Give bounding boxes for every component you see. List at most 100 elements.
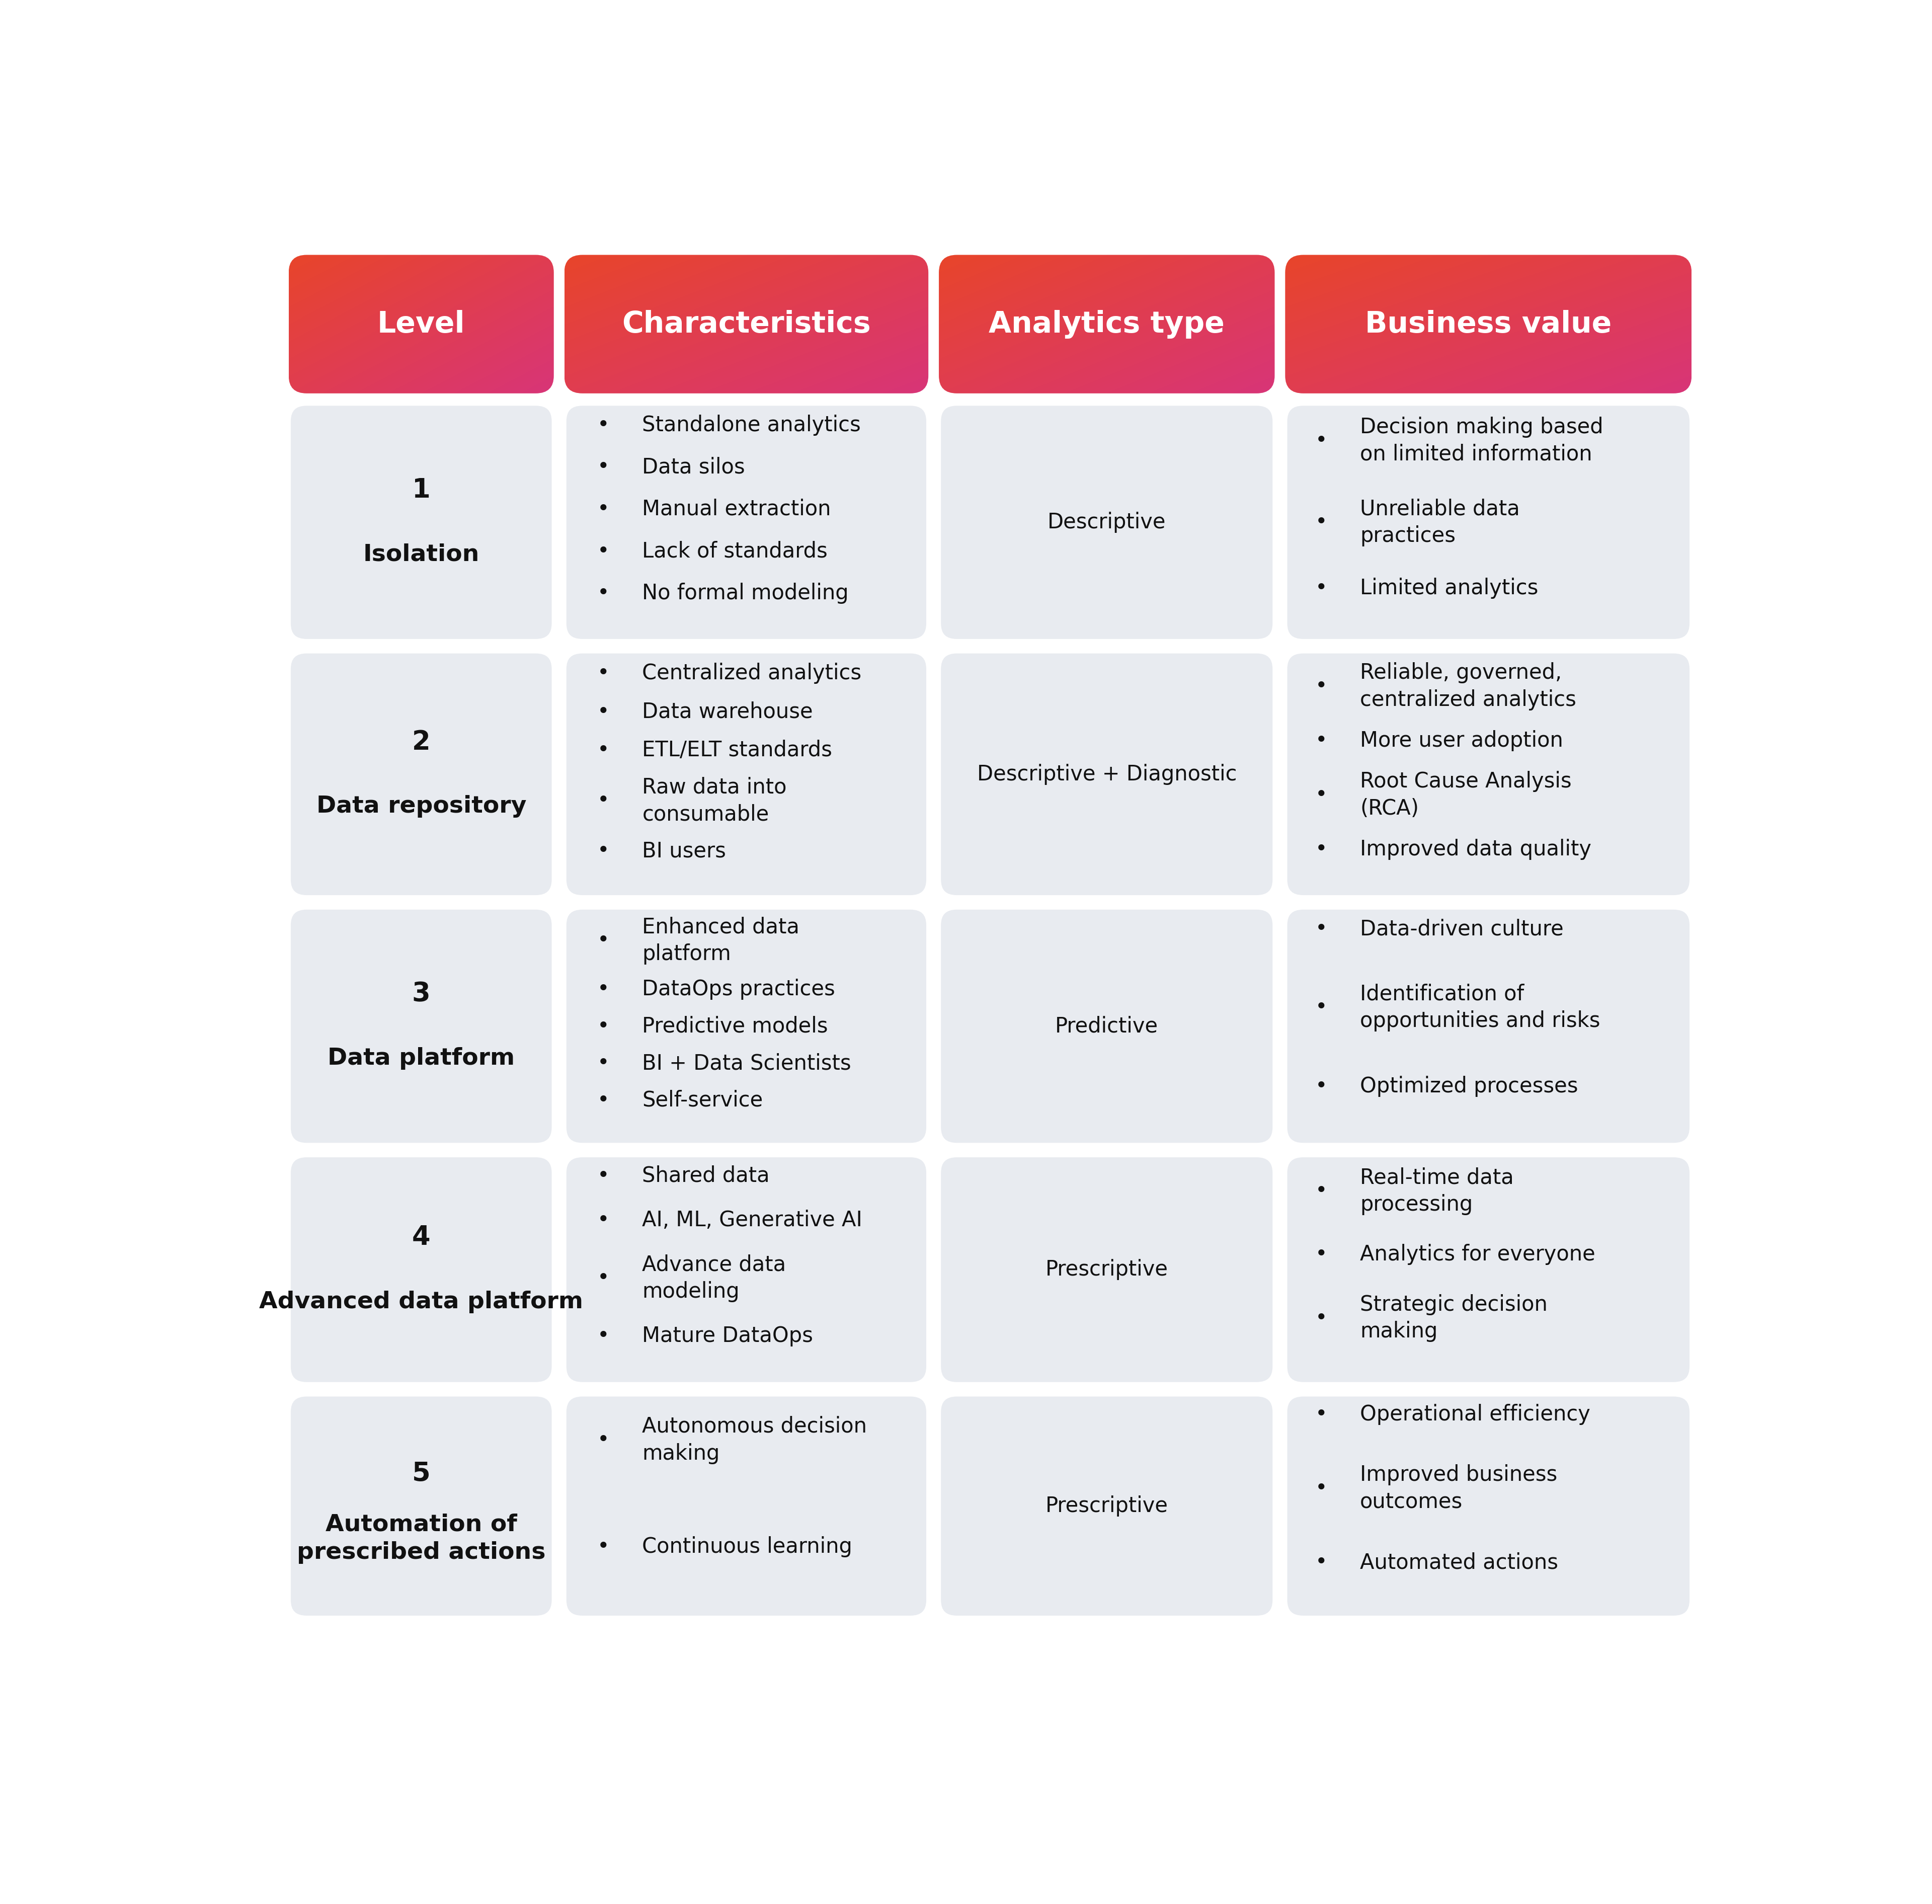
FancyBboxPatch shape <box>1285 651 1692 897</box>
Text: Optimized processes: Optimized processes <box>1360 1076 1578 1097</box>
Text: Standalone analytics: Standalone analytics <box>641 415 862 436</box>
Text: •: • <box>597 1268 611 1289</box>
Text: Mature DataOps: Mature DataOps <box>641 1325 813 1346</box>
Text: ETL/ELT standards: ETL/ELT standards <box>641 741 833 762</box>
Text: Data platform: Data platform <box>328 1047 514 1070</box>
Text: Predictive models: Predictive models <box>641 1015 829 1038</box>
Text: 1: 1 <box>412 478 431 503</box>
Text: Automation of
prescribed actions: Automation of prescribed actions <box>298 1514 545 1563</box>
Text: •: • <box>597 1015 611 1038</box>
Text: 4: 4 <box>412 1224 431 1251</box>
FancyBboxPatch shape <box>564 651 929 897</box>
FancyBboxPatch shape <box>939 651 1275 897</box>
Text: •: • <box>597 663 611 684</box>
Text: •: • <box>597 1053 611 1074</box>
Text: •: • <box>1316 1243 1327 1264</box>
FancyBboxPatch shape <box>939 1156 1275 1384</box>
Text: Analytics type: Analytics type <box>989 310 1225 339</box>
Text: Autonomous decision
making: Autonomous decision making <box>641 1417 867 1464</box>
Text: 3: 3 <box>412 981 431 1007</box>
Text: Data warehouse: Data warehouse <box>641 701 813 722</box>
Text: •: • <box>597 979 611 1000</box>
FancyBboxPatch shape <box>939 404 1275 642</box>
Text: Decision making based
on limited information: Decision making based on limited informa… <box>1360 417 1604 465</box>
Text: Analytics for everyone: Analytics for everyone <box>1360 1243 1596 1264</box>
Text: Manual extraction: Manual extraction <box>641 499 831 520</box>
Text: Shared data: Shared data <box>641 1165 769 1186</box>
FancyBboxPatch shape <box>564 908 929 1144</box>
FancyBboxPatch shape <box>939 1394 1275 1618</box>
Text: AI, ML, Generative AI: AI, ML, Generative AI <box>641 1209 862 1230</box>
Text: Unreliable data
practices: Unreliable data practices <box>1360 499 1520 546</box>
Text: •: • <box>597 840 611 863</box>
Text: Characteristics: Characteristics <box>622 310 871 339</box>
FancyBboxPatch shape <box>564 1156 929 1384</box>
FancyBboxPatch shape <box>939 255 1275 394</box>
Text: •: • <box>597 1165 611 1186</box>
Text: BI users: BI users <box>641 840 726 863</box>
Text: Data silos: Data silos <box>641 457 746 478</box>
Text: •: • <box>1316 577 1327 600</box>
Text: No formal modeling: No formal modeling <box>641 583 848 604</box>
Text: Improved business
outcomes: Improved business outcomes <box>1360 1464 1557 1512</box>
Text: Prescriptive: Prescriptive <box>1045 1495 1169 1517</box>
Text: Advance data
modeling: Advance data modeling <box>641 1255 786 1302</box>
FancyBboxPatch shape <box>288 1394 554 1618</box>
Text: •: • <box>597 1537 611 1557</box>
Text: •: • <box>1316 1403 1327 1424</box>
Text: Advanced data platform: Advanced data platform <box>259 1291 583 1314</box>
Text: •: • <box>1316 676 1327 697</box>
Text: •: • <box>597 457 611 478</box>
FancyBboxPatch shape <box>1285 1394 1692 1618</box>
Text: •: • <box>597 499 611 520</box>
Text: •: • <box>1316 1308 1327 1329</box>
FancyBboxPatch shape <box>564 1394 929 1618</box>
FancyBboxPatch shape <box>1285 1156 1692 1384</box>
Text: Business value: Business value <box>1366 310 1611 339</box>
Text: Raw data into
consumable: Raw data into consumable <box>641 777 786 824</box>
Text: •: • <box>1316 998 1327 1019</box>
Text: Prescriptive: Prescriptive <box>1045 1259 1169 1279</box>
FancyBboxPatch shape <box>288 255 554 394</box>
Text: •: • <box>1316 430 1327 451</box>
Text: Automated actions: Automated actions <box>1360 1552 1559 1573</box>
Text: •: • <box>1316 1478 1327 1498</box>
Text: •: • <box>1316 729 1327 752</box>
Text: Predictive: Predictive <box>1055 1015 1159 1038</box>
Text: Data repository: Data repository <box>317 796 526 819</box>
FancyBboxPatch shape <box>1285 404 1692 642</box>
FancyBboxPatch shape <box>564 404 929 642</box>
Text: •: • <box>597 790 611 811</box>
Text: •: • <box>597 1430 611 1451</box>
FancyBboxPatch shape <box>1285 908 1692 1144</box>
Text: BI + Data Scientists: BI + Data Scientists <box>641 1053 852 1074</box>
Text: •: • <box>1316 512 1327 533</box>
Text: Limited analytics: Limited analytics <box>1360 577 1538 600</box>
Text: Real-time data
processing: Real-time data processing <box>1360 1167 1515 1215</box>
Text: •: • <box>597 1209 611 1230</box>
FancyBboxPatch shape <box>1285 255 1692 394</box>
Text: 5: 5 <box>412 1460 431 1487</box>
Text: Data-driven culture: Data-driven culture <box>1360 918 1563 939</box>
Text: Isolation: Isolation <box>363 543 479 565</box>
Text: •: • <box>597 929 611 950</box>
Text: •: • <box>1316 838 1327 861</box>
Text: •: • <box>597 701 611 722</box>
Text: More user adoption: More user adoption <box>1360 729 1563 752</box>
Text: •: • <box>1316 1552 1327 1573</box>
FancyBboxPatch shape <box>939 908 1275 1144</box>
Text: •: • <box>1316 918 1327 939</box>
Text: Descriptive: Descriptive <box>1047 512 1167 533</box>
Text: Enhanced data
platform: Enhanced data platform <box>641 916 800 965</box>
Text: Self-service: Self-service <box>641 1089 763 1110</box>
Text: DataOps practices: DataOps practices <box>641 979 835 1000</box>
Text: •: • <box>1316 1076 1327 1097</box>
Text: Strategic decision
making: Strategic decision making <box>1360 1295 1548 1342</box>
Text: Identification of
opportunities and risks: Identification of opportunities and risk… <box>1360 984 1600 1032</box>
FancyBboxPatch shape <box>288 404 554 642</box>
Text: Improved data quality: Improved data quality <box>1360 838 1592 861</box>
Text: •: • <box>1316 784 1327 805</box>
FancyBboxPatch shape <box>288 651 554 897</box>
Text: 2: 2 <box>412 729 431 756</box>
Text: Descriptive + Diagnostic: Descriptive + Diagnostic <box>978 764 1236 784</box>
